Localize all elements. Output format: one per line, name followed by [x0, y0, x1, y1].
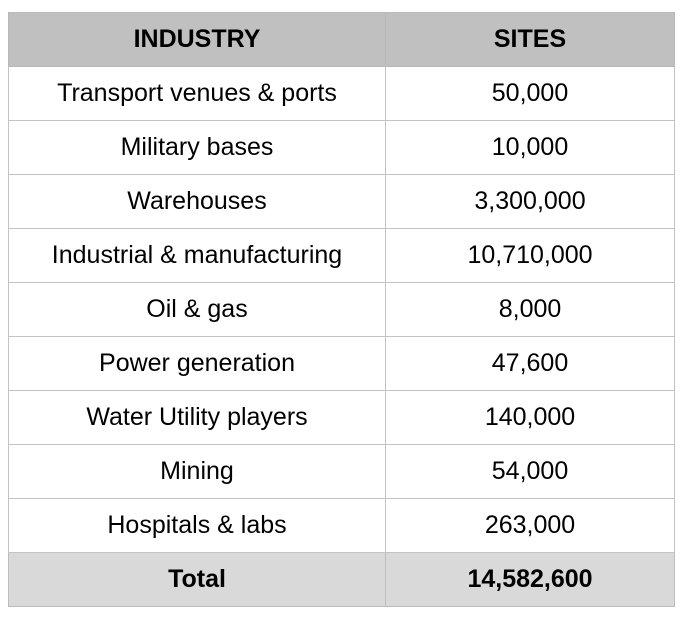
table-row: Oil & gas 8,000: [8, 282, 675, 337]
table-header-row: INDUSTRY SITES: [8, 12, 675, 67]
industry-cell: Warehouses: [8, 174, 386, 229]
table-row: Hospitals & labs 263,000: [8, 498, 675, 553]
total-value: 14,582,600: [385, 552, 675, 607]
total-row: Total 14,582,600: [8, 552, 675, 607]
sites-cell: 8,000: [385, 282, 675, 337]
total-label: Total: [8, 552, 386, 607]
table-row: Power generation 47,600: [8, 336, 675, 391]
sites-cell: 50,000: [385, 66, 675, 121]
industry-cell: Water Utility players: [8, 390, 386, 445]
industry-cell: Mining: [8, 444, 386, 499]
table-row: Industrial & manufacturing 10,710,000: [8, 228, 675, 283]
table-row: Mining 54,000: [8, 444, 675, 499]
industry-sites-table: INDUSTRY SITES Transport venues & ports 5…: [8, 12, 675, 607]
sites-cell: 140,000: [385, 390, 675, 445]
sites-cell: 47,600: [385, 336, 675, 391]
column-header-industry: INDUSTRY: [8, 12, 386, 67]
table-row: Transport venues & ports 50,000: [8, 66, 675, 121]
sites-cell: 54,000: [385, 444, 675, 499]
table-row: Military bases 10,000: [8, 120, 675, 175]
table-row: Water Utility players 140,000: [8, 390, 675, 445]
sites-cell: 263,000: [385, 498, 675, 553]
sites-cell: 10,000: [385, 120, 675, 175]
industry-cell: Power generation: [8, 336, 386, 391]
industry-cell: Hospitals & labs: [8, 498, 386, 553]
table-body: Transport venues & ports 50,000 Military b…: [8, 66, 675, 553]
column-header-sites: SITES: [385, 12, 675, 67]
industry-cell: Oil & gas: [8, 282, 386, 337]
industry-cell: Military bases: [8, 120, 386, 175]
table-row: Warehouses 3,300,000: [8, 174, 675, 229]
sites-cell: 10,710,000: [385, 228, 675, 283]
industry-cell: Transport venues & ports: [8, 66, 386, 121]
industry-cell: Industrial & manufacturing: [8, 228, 386, 283]
sites-cell: 3,300,000: [385, 174, 675, 229]
